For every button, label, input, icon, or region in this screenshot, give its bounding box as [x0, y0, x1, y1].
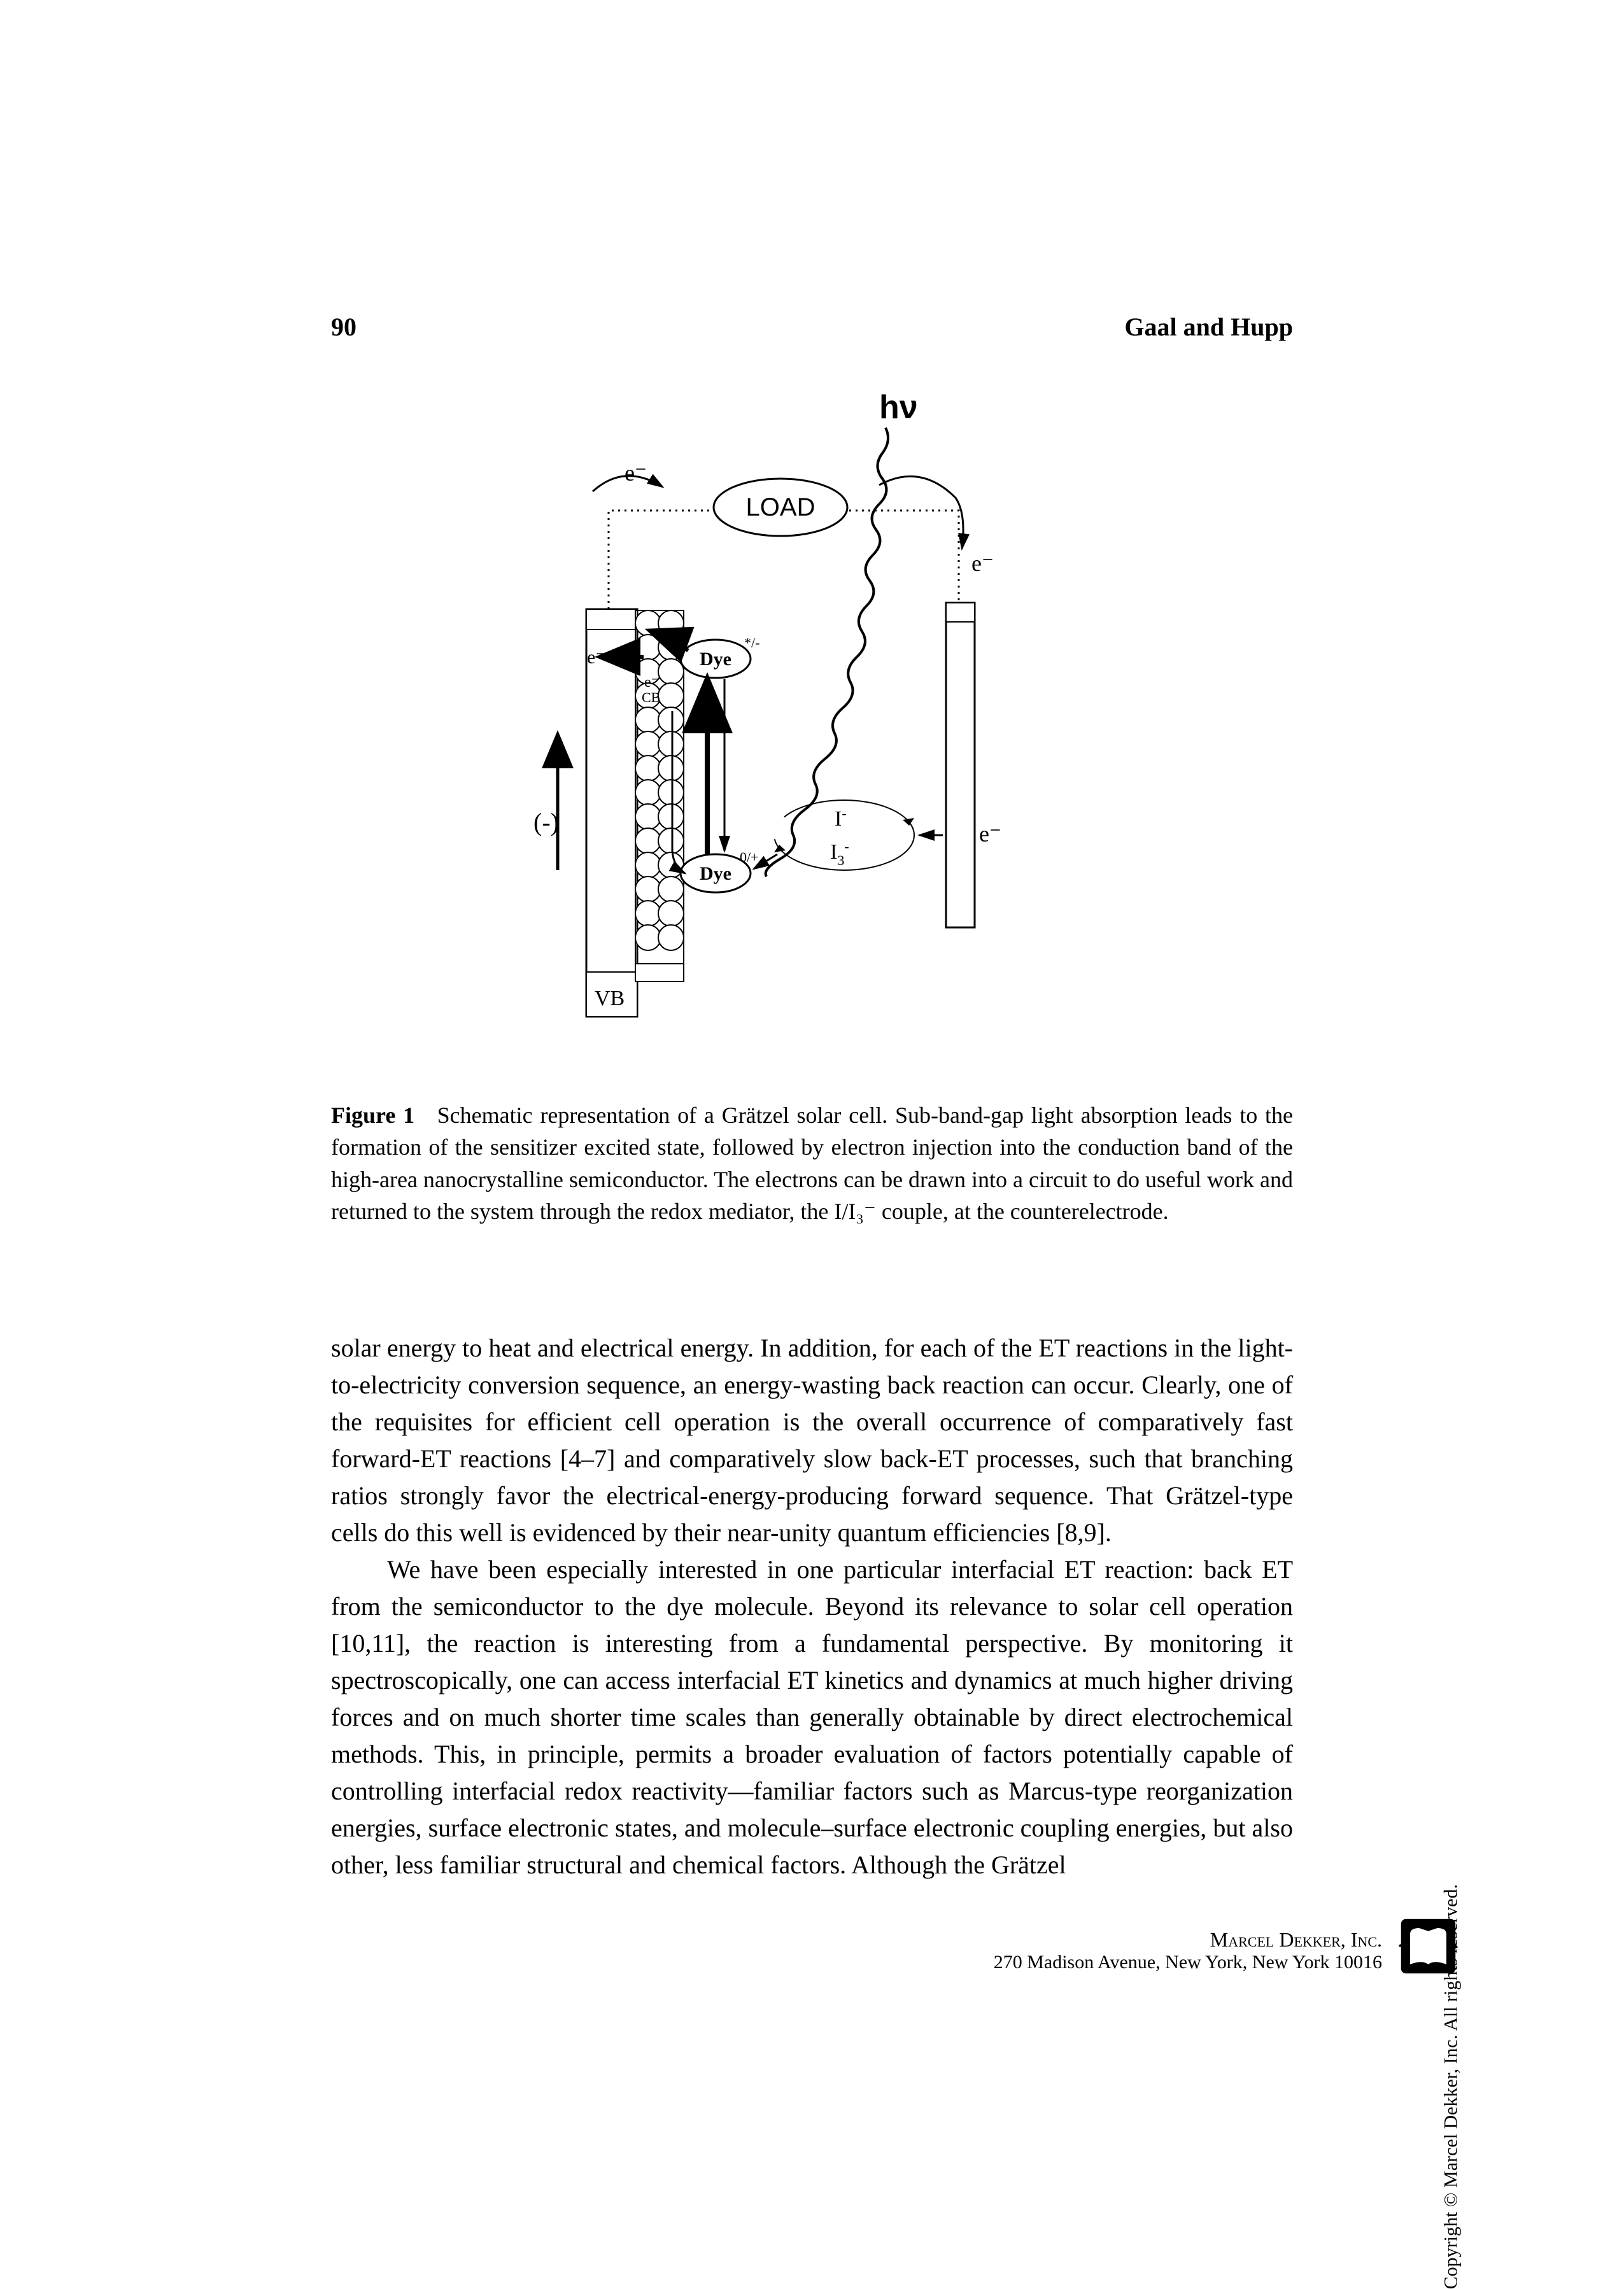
paragraph-1: solar energy to heat and electrical ener…: [331, 1330, 1293, 1551]
dye-star-text: Dye: [700, 649, 731, 670]
cb-label: CB: [642, 689, 660, 705]
dye-ground-sup: 0/+: [740, 849, 759, 865]
figure-1: hν LOAD e⁻ e⁻ VB: [331, 380, 1293, 1067]
caption-label: Figure 1: [331, 1102, 414, 1128]
arrow-right-curve: [879, 476, 963, 549]
e-inject: e⁻: [587, 647, 605, 668]
paragraph-2: We have been especially interested in on…: [331, 1551, 1293, 1884]
e-left-top: e⁻: [625, 460, 647, 486]
publisher-address: 270 Madison Avenue, New York, New York 1…: [994, 1952, 1382, 1973]
minus-label: (-): [533, 808, 559, 836]
solar-cell-schematic: hν LOAD e⁻ e⁻ VB: [526, 380, 1099, 1067]
e-cb: e⁻: [644, 674, 659, 691]
publisher-name: Marcel Dekker, Inc.: [994, 1928, 1382, 1952]
vb-label: VB: [595, 987, 625, 1010]
footer: Marcel Dekker, Inc. 270 Madison Avenue, …: [994, 1928, 1382, 1973]
e-counter: e⁻: [979, 821, 1001, 847]
wire-right: [849, 511, 959, 603]
i3-bottom: I3-: [830, 838, 849, 868]
caption-text: Schematic representation of a Grätzel so…: [331, 1102, 1293, 1224]
hv-label: hν: [879, 389, 918, 426]
page-number: 90: [331, 312, 357, 342]
counter-electrode: [946, 603, 975, 927]
nanocrystal-column: [635, 610, 684, 982]
i-top: I-: [835, 805, 847, 831]
e-right-top: e⁻: [971, 551, 994, 576]
body-text: solar energy to heat and electrical ener…: [331, 1330, 1293, 1884]
load-text: LOAD: [745, 493, 815, 521]
running-head: Gaal and Hupp: [1124, 312, 1293, 342]
dye-ground-text: Dye: [700, 863, 731, 884]
dye-star-sup: */-: [744, 635, 759, 651]
publisher-logo-icon: [1398, 1916, 1458, 1976]
wire-left: [609, 511, 712, 609]
figure-caption: Figure 1 Schematic representation of a G…: [331, 1099, 1293, 1228]
left-electrode: [586, 609, 637, 1017]
